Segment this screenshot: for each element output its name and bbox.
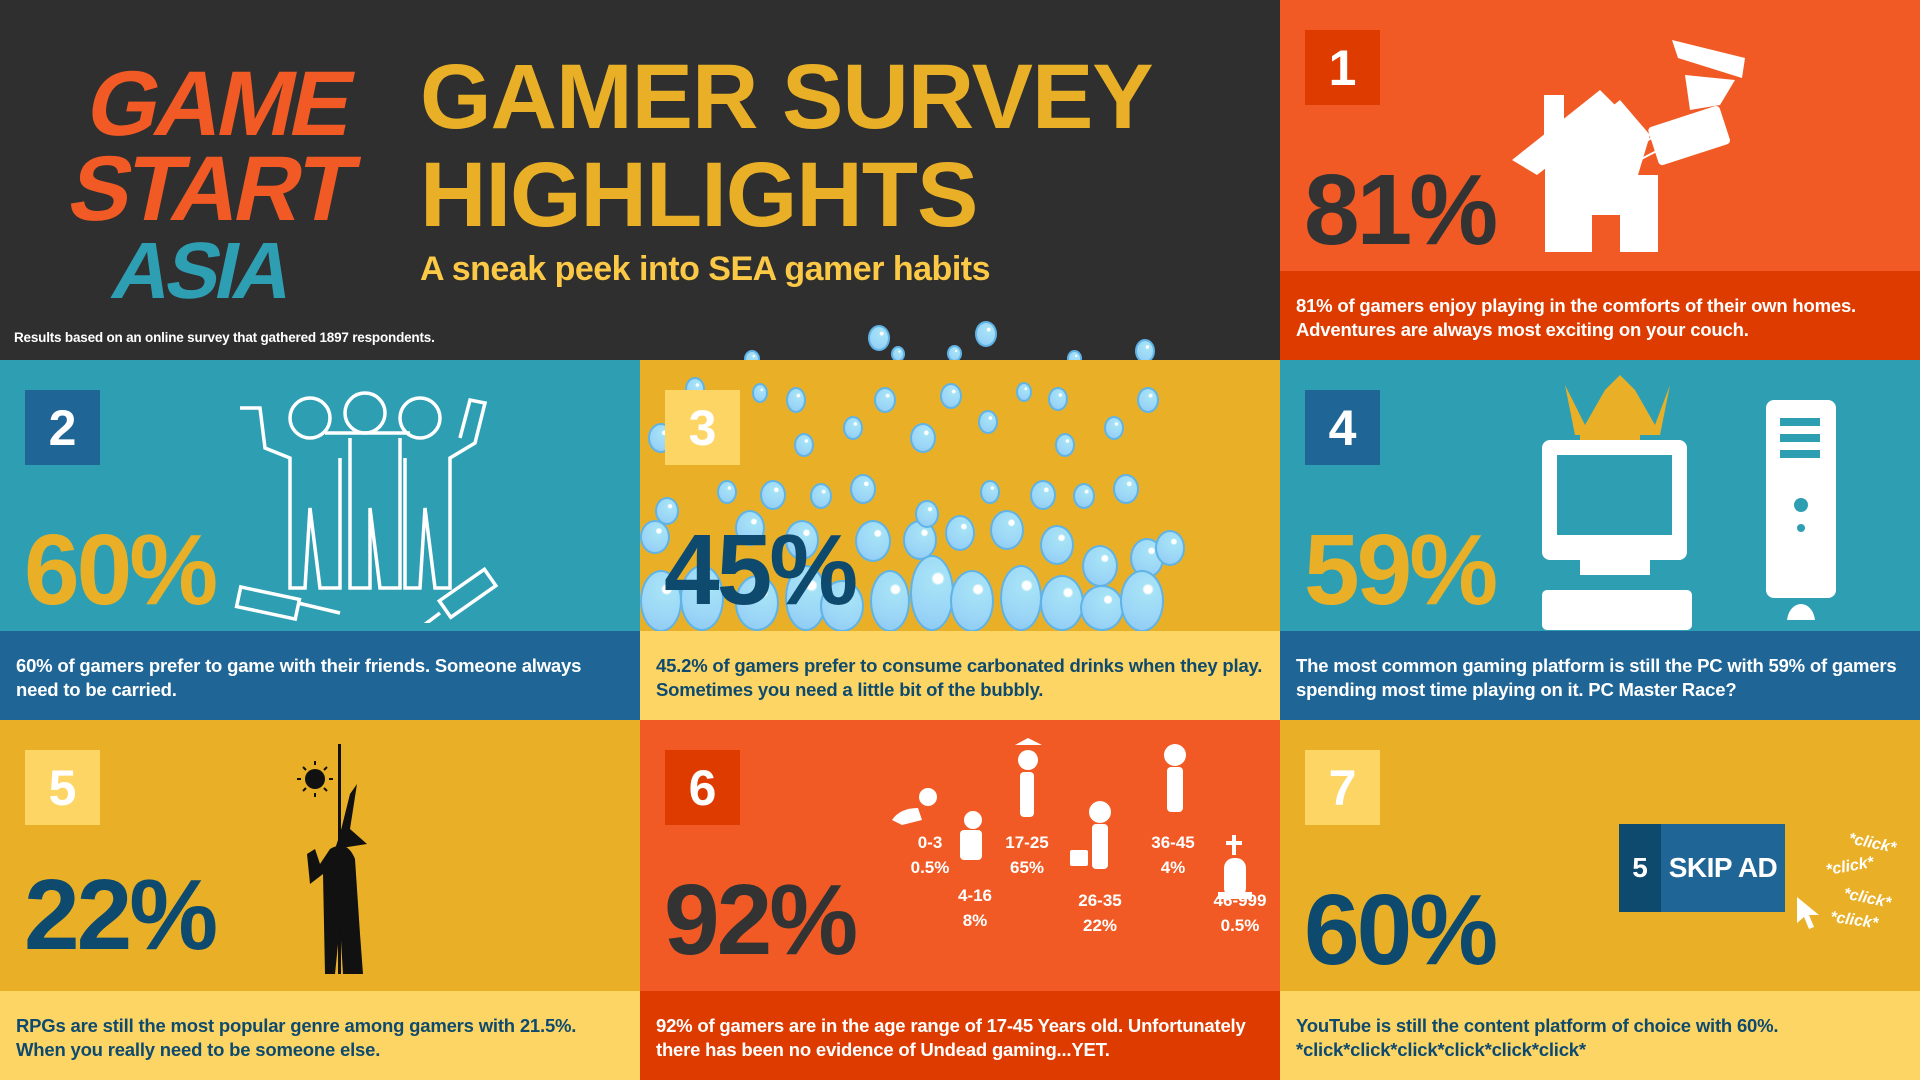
age-pct-label: 0.5% [910, 858, 950, 877]
highlight-stat: 22% [24, 859, 218, 971]
highlight-stat: 59% [1304, 514, 1498, 626]
highlight-caption: RPGs are still the most popular genre am… [0, 991, 640, 1080]
skip-ad-button[interactable]: 5 SKIP AD [1619, 824, 1785, 912]
age-pct-label: 65% [1009, 858, 1045, 877]
age-groups-icon: 0-3 0.5% 4-16 8% 17-25 65% 26-35 22% 36-45 4%… [640, 720, 1280, 991]
highlight-caption: 45.2% of gamers prefer to consume carbon… [640, 631, 1280, 720]
age-pct-label: 4% [1160, 858, 1186, 877]
svg-text:ASIA: ASIA [105, 227, 302, 305]
age-range-label: 46-999 [1213, 891, 1267, 910]
highlight-caption: The most common gaming platform is still… [1280, 631, 1920, 720]
highlight-card-4: 4 59% The most common gaming platform is… [1280, 360, 1920, 720]
age-pct-label: 0.5% [1220, 916, 1260, 935]
game-start-asia-logo: GAME START ASIA [60, 52, 390, 316]
click-text: *click* [1841, 885, 1893, 912]
age-range-label: 26-35 [1078, 891, 1122, 910]
svg-text:GAME: GAME [79, 55, 362, 155]
highlight-number: 2 [25, 390, 100, 465]
age-pct-label: 22% [1082, 916, 1118, 935]
title-line-2: HIGHLIGHTS [420, 144, 978, 246]
highlight-stat: 60% [24, 514, 218, 626]
friends-carrying-icon [230, 388, 500, 630]
survey-footnote: Results based on an online survey that g… [14, 330, 435, 345]
highlight-card-7: 7 60% 5 SKIP AD *click* *click* *click* … [1280, 720, 1920, 1080]
highlight-caption: 60% of gamers prefer to game with their … [0, 631, 640, 720]
click-text: *click* [1829, 908, 1880, 933]
bubbles-icon [640, 360, 1280, 632]
title-line-1: GAMER SURVEY [420, 46, 1154, 148]
highlight-number: 7 [1305, 750, 1380, 825]
highlight-stat: 45% [664, 514, 858, 626]
age-pct-label: 8% [962, 911, 988, 930]
highlight-card-3: 3 45% 45.2% of gamers prefer to consume … [640, 360, 1280, 720]
pc-tower-icon [1766, 400, 1861, 640]
highlight-caption: 81% of gamers enjoy playing in the comfo… [1280, 271, 1920, 360]
highlight-caption: YouTube is still the content platform of… [1280, 991, 1920, 1080]
age-range-label: 36-45 [1151, 833, 1195, 852]
crowned-pc-icon [1540, 370, 1740, 635]
age-range-label: 4-16 [957, 886, 993, 905]
highlight-stat: 81% [1304, 154, 1498, 266]
page-title: GAMER SURVEY HIGHLIGHTS [420, 46, 1154, 246]
highlight-number: 5 [25, 750, 100, 825]
svg-text:START: START [61, 137, 366, 240]
highlight-number: 4 [1305, 390, 1380, 465]
skip-ad-countdown: 5 [1619, 824, 1661, 912]
highlight-stat: 60% [1304, 874, 1498, 986]
skip-ad-label: SKIP AD [1661, 824, 1785, 912]
cursor-arrow-icon [1795, 895, 1821, 936]
age-range-label: 17-25 [1005, 833, 1049, 852]
highlight-stat: 92% [664, 864, 858, 976]
highlight-number: 6 [665, 750, 740, 825]
highlight-number: 1 [1305, 30, 1380, 105]
age-range-label: 0-3 [917, 833, 943, 852]
click-text: *click* [1824, 853, 1876, 880]
highlight-caption: 92% of gamers are in the age range of 17… [640, 991, 1280, 1080]
highlight-card-1: 1 81% 81% of gamers enjoy playing in the… [1280, 0, 1920, 360]
highlight-card-2: 2 60% 60% of gamers prefer to game with … [0, 360, 640, 720]
subtitle: A sneak peek into SEA gamer habits [420, 250, 991, 288]
header: GAME START ASIA GAMER SURVEY HIGHLIGHTS … [0, 0, 1280, 360]
wizard-icon [295, 734, 375, 989]
highlight-card-6: 6 92% 0-3 0.5% 4-16 8% 17-25 65% 26-35 22% 3… [640, 720, 1280, 1080]
house-couch-icon [1510, 20, 1810, 265]
highlight-card-5: 5 22% RPGs are still the most popular ge… [0, 720, 640, 1080]
highlight-number: 3 [665, 390, 740, 465]
